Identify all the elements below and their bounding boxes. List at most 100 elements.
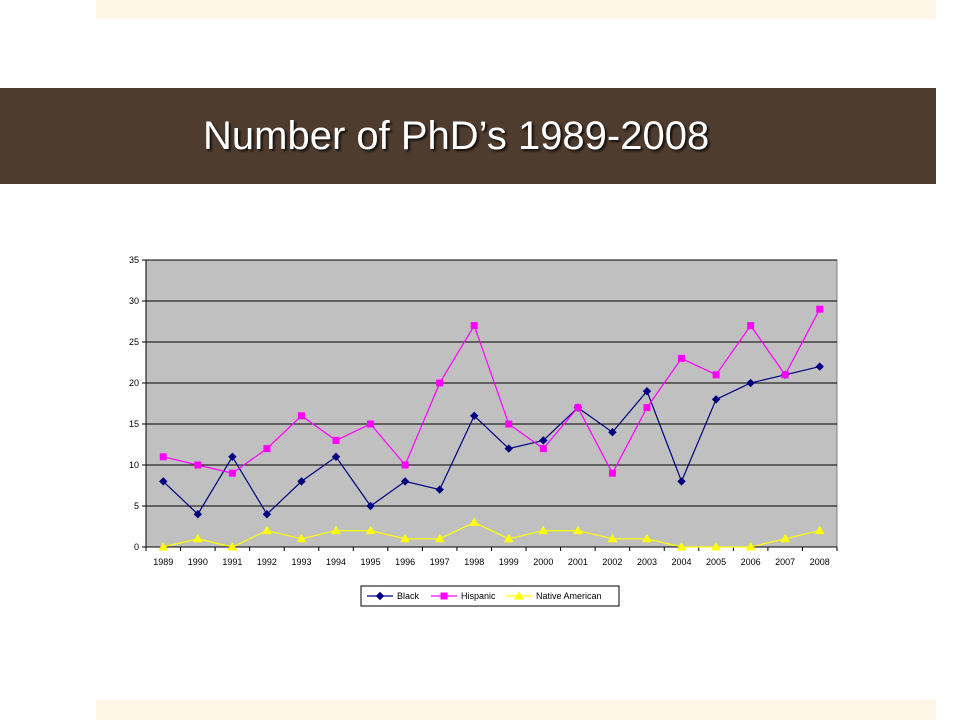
x-tick-label: 1997	[430, 557, 450, 567]
x-tick-label: 1993	[291, 557, 311, 567]
x-tick-label: 1990	[188, 557, 208, 567]
data-point	[608, 469, 616, 477]
legend-label: Black	[397, 591, 420, 601]
series-native-american	[158, 517, 825, 551]
data-point	[401, 461, 409, 469]
x-tick-label: 2000	[533, 557, 553, 567]
data-point	[539, 436, 548, 445]
data-point	[193, 509, 203, 519]
x-tick-label: 2008	[810, 557, 830, 567]
legend-box	[360, 585, 620, 607]
data-point	[331, 525, 341, 535]
data-point	[814, 525, 825, 535]
data-point	[263, 445, 271, 453]
data-point	[367, 420, 375, 428]
data-point	[366, 501, 375, 511]
data-point	[440, 592, 448, 600]
data-point	[469, 517, 480, 526]
data-point	[470, 322, 478, 330]
data-point	[435, 485, 444, 494]
data-point	[400, 533, 410, 543]
y-tick-label: 30	[129, 296, 139, 306]
data-point	[365, 525, 376, 535]
axes: 0 5 10 15 20 25 30 35 1989 1990 1991 1992 1993 1994 19…	[129, 255, 838, 567]
data-point	[574, 404, 582, 412]
data-point	[228, 469, 236, 477]
gridlines	[146, 259, 837, 507]
x-tick-label: 2003	[637, 557, 657, 567]
legend-item: Hispanic	[431, 591, 496, 601]
x-tick-label: 1998	[464, 557, 484, 567]
data-point	[780, 533, 791, 543]
data-point	[504, 444, 513, 453]
data-point	[781, 371, 789, 379]
series-line	[162, 366, 820, 516]
data-point	[607, 533, 618, 543]
data-point	[159, 453, 167, 461]
y-tick-label: 20	[129, 378, 139, 388]
data-point	[434, 533, 445, 543]
y-tick-label: 0	[134, 542, 139, 552]
data-point	[711, 395, 721, 404]
x-tick-label: 1989	[153, 557, 173, 567]
data-point	[711, 541, 721, 551]
legend-item: Native American	[506, 590, 602, 601]
x-tick-label: 1991	[222, 557, 242, 567]
y-tick-label: 10	[129, 460, 139, 470]
data-point	[400, 477, 410, 486]
data-point	[470, 411, 479, 421]
data-point	[228, 452, 237, 462]
x-tick-label: 1996	[395, 557, 415, 567]
legend: Black Hispanic Native American	[360, 585, 620, 607]
data-point	[746, 378, 755, 388]
data-point	[608, 427, 617, 437]
y-tick-label: 15	[129, 419, 139, 429]
data-point	[816, 305, 824, 313]
series-lines	[158, 305, 825, 551]
phd-line-chart: 0 5 10 15 20 25 30 35 1989 1990 1991 1992 1993 1994 19…	[129, 255, 838, 607]
data-point	[262, 509, 272, 519]
data-point	[642, 386, 652, 396]
legend-label: Hispanic	[461, 591, 496, 601]
data-point	[514, 590, 524, 600]
x-tick-label: 2006	[741, 557, 761, 567]
data-point	[505, 420, 513, 428]
data-point	[297, 412, 305, 420]
series-line	[163, 521, 820, 548]
y-tick-label: 25	[129, 337, 139, 347]
data-point	[192, 533, 203, 543]
title-bar	[0, 88, 936, 184]
series-hispanic	[159, 305, 824, 477]
series-line	[163, 308, 821, 475]
data-point	[296, 533, 307, 543]
x-tick-label: 2005	[706, 557, 726, 567]
data-point	[436, 379, 444, 387]
bottom-decor-band	[96, 700, 936, 720]
y-tick-label: 35	[129, 255, 139, 265]
data-point	[332, 436, 340, 444]
y-tick-label: 5	[134, 501, 139, 511]
x-tick-label: 2004	[672, 557, 692, 567]
data-point	[815, 362, 824, 371]
data-point	[677, 477, 686, 486]
data-point	[678, 354, 686, 362]
data-point	[573, 525, 583, 535]
slide-title: Number of PhD’s 1989-2008	[203, 114, 710, 158]
data-point	[297, 477, 306, 486]
data-point	[194, 461, 202, 469]
data-point	[642, 533, 652, 543]
data-point	[331, 452, 341, 462]
data-point	[643, 404, 651, 412]
data-point	[159, 477, 168, 486]
legend-label: Native American	[536, 591, 602, 601]
top-decor-band	[96, 0, 936, 19]
data-point	[375, 591, 385, 601]
data-point	[538, 525, 549, 535]
legend-item: Black	[367, 591, 420, 601]
data-point	[712, 371, 720, 379]
x-tick-label: 1992	[257, 557, 277, 567]
data-point	[539, 445, 547, 453]
x-tick-label: 2002	[602, 557, 622, 567]
x-tick-label: 1994	[326, 557, 346, 567]
x-tick-label: 1999	[499, 557, 519, 567]
